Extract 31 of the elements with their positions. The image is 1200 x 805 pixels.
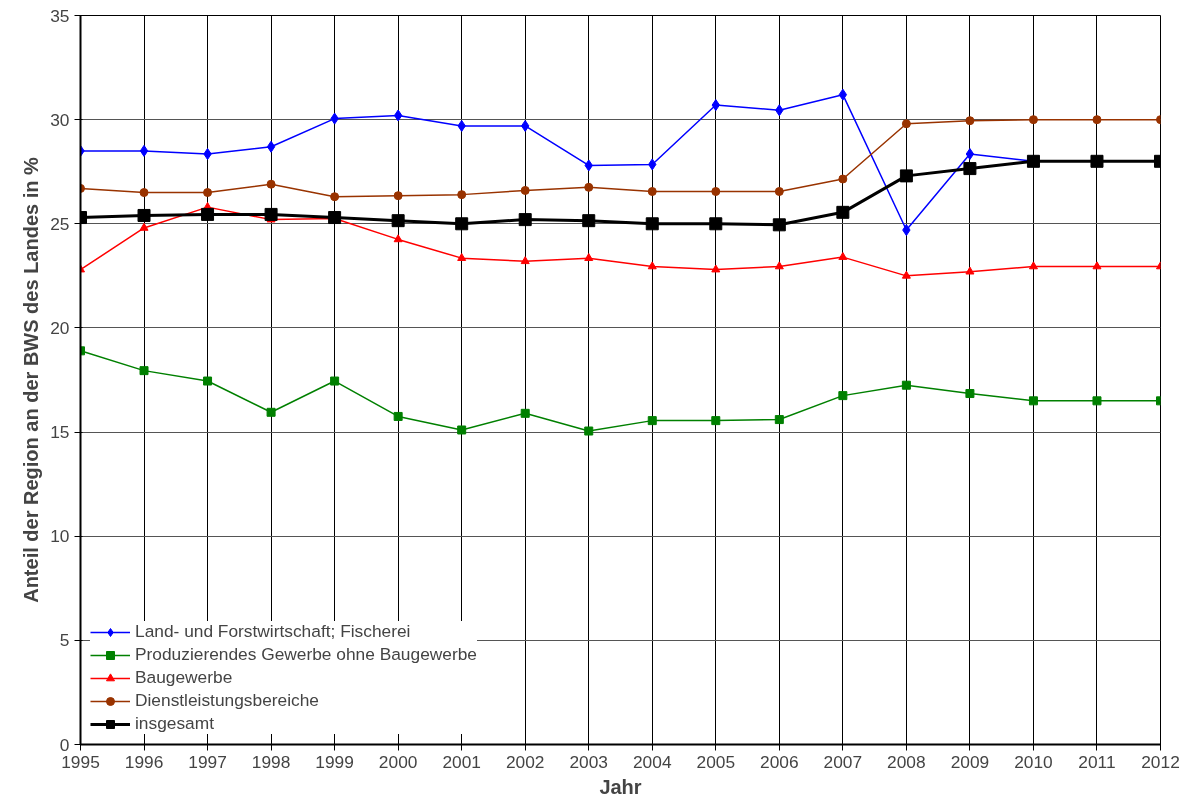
x-axis-title: Jahr	[599, 775, 642, 798]
x-tick-label: 2006	[760, 751, 799, 772]
x-tick-label: 2007	[823, 751, 863, 772]
x-tick-label: 1997	[188, 751, 227, 772]
x-tick-label: 2012	[1141, 751, 1180, 772]
legend-label: Produzierendes Gewerbe ohne Baugewerbe	[135, 644, 477, 665]
legend-label: Baugewerbe	[135, 667, 233, 688]
y-tick-label: 30	[50, 109, 70, 130]
x-tick-label: 2008	[887, 751, 926, 772]
y-tick-label: 25	[50, 213, 70, 234]
x-tick-label: 1998	[251, 751, 291, 772]
x-tick-label: 1999	[315, 751, 354, 772]
x-tick-label: 2003	[569, 751, 609, 772]
y-tick-label: 15	[50, 422, 70, 443]
x-tick-label: 2005	[696, 751, 736, 772]
legend-label: Land- und Forstwirtschaft; Fischerei	[135, 621, 411, 642]
y-tick-label: 20	[50, 317, 70, 338]
x-tick-label: 2011	[1078, 751, 1116, 772]
x-tick-label: 2002	[505, 751, 545, 772]
y-tick-label: 35	[50, 5, 70, 26]
y-tick-label: 5	[59, 630, 70, 651]
y-axis-title: Anteil der Region an der BWS des Landes in %	[20, 156, 43, 603]
x-tick-label: 2004	[632, 751, 672, 772]
x-tick-label: 2010	[1014, 751, 1053, 772]
x-tick-label: 2009	[950, 751, 990, 772]
legend-label: insgesamt	[135, 713, 214, 734]
x-tick-label: 2001	[442, 751, 481, 772]
y-tick-label: 10	[50, 526, 70, 547]
legend-label: Dienstleistungsbereiche	[135, 690, 319, 711]
x-tick-label: 1996	[124, 751, 164, 772]
x-tick-label: 2000	[378, 751, 418, 772]
